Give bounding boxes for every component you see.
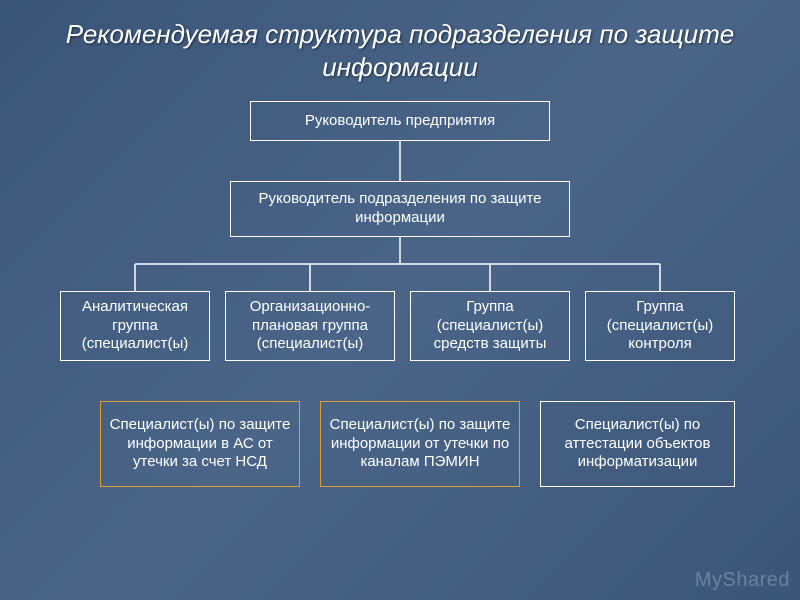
node-security-dept-head: Руководитель подразделения по защите инф… bbox=[230, 181, 570, 237]
node-enterprise-head: Руководитель предприятия bbox=[250, 101, 550, 141]
node-control-group: Группа (специалист(ы) контроля bbox=[585, 291, 735, 361]
node-analytical-group: Аналитическая группа (специалист(ы) bbox=[60, 291, 210, 361]
watermark: MyShared bbox=[695, 569, 790, 592]
node-nsd-specialists: Специалист(ы) по защите информации в АС … bbox=[100, 401, 300, 487]
node-pemin-specialists: Специалист(ы) по защите информации от ут… bbox=[320, 401, 520, 487]
node-attestation-specialists: Специалист(ы) по аттестации объектов инф… bbox=[540, 401, 735, 487]
page-title: Рекомендуемая структура подразделения по… bbox=[0, 0, 800, 91]
node-protection-means-group: Группа (специалист(ы) средств защиты bbox=[410, 291, 570, 361]
org-chart: Руководитель предприятия Руководитель по… bbox=[0, 91, 800, 591]
node-org-planning-group: Организационно-плановая группа (специали… bbox=[225, 291, 395, 361]
